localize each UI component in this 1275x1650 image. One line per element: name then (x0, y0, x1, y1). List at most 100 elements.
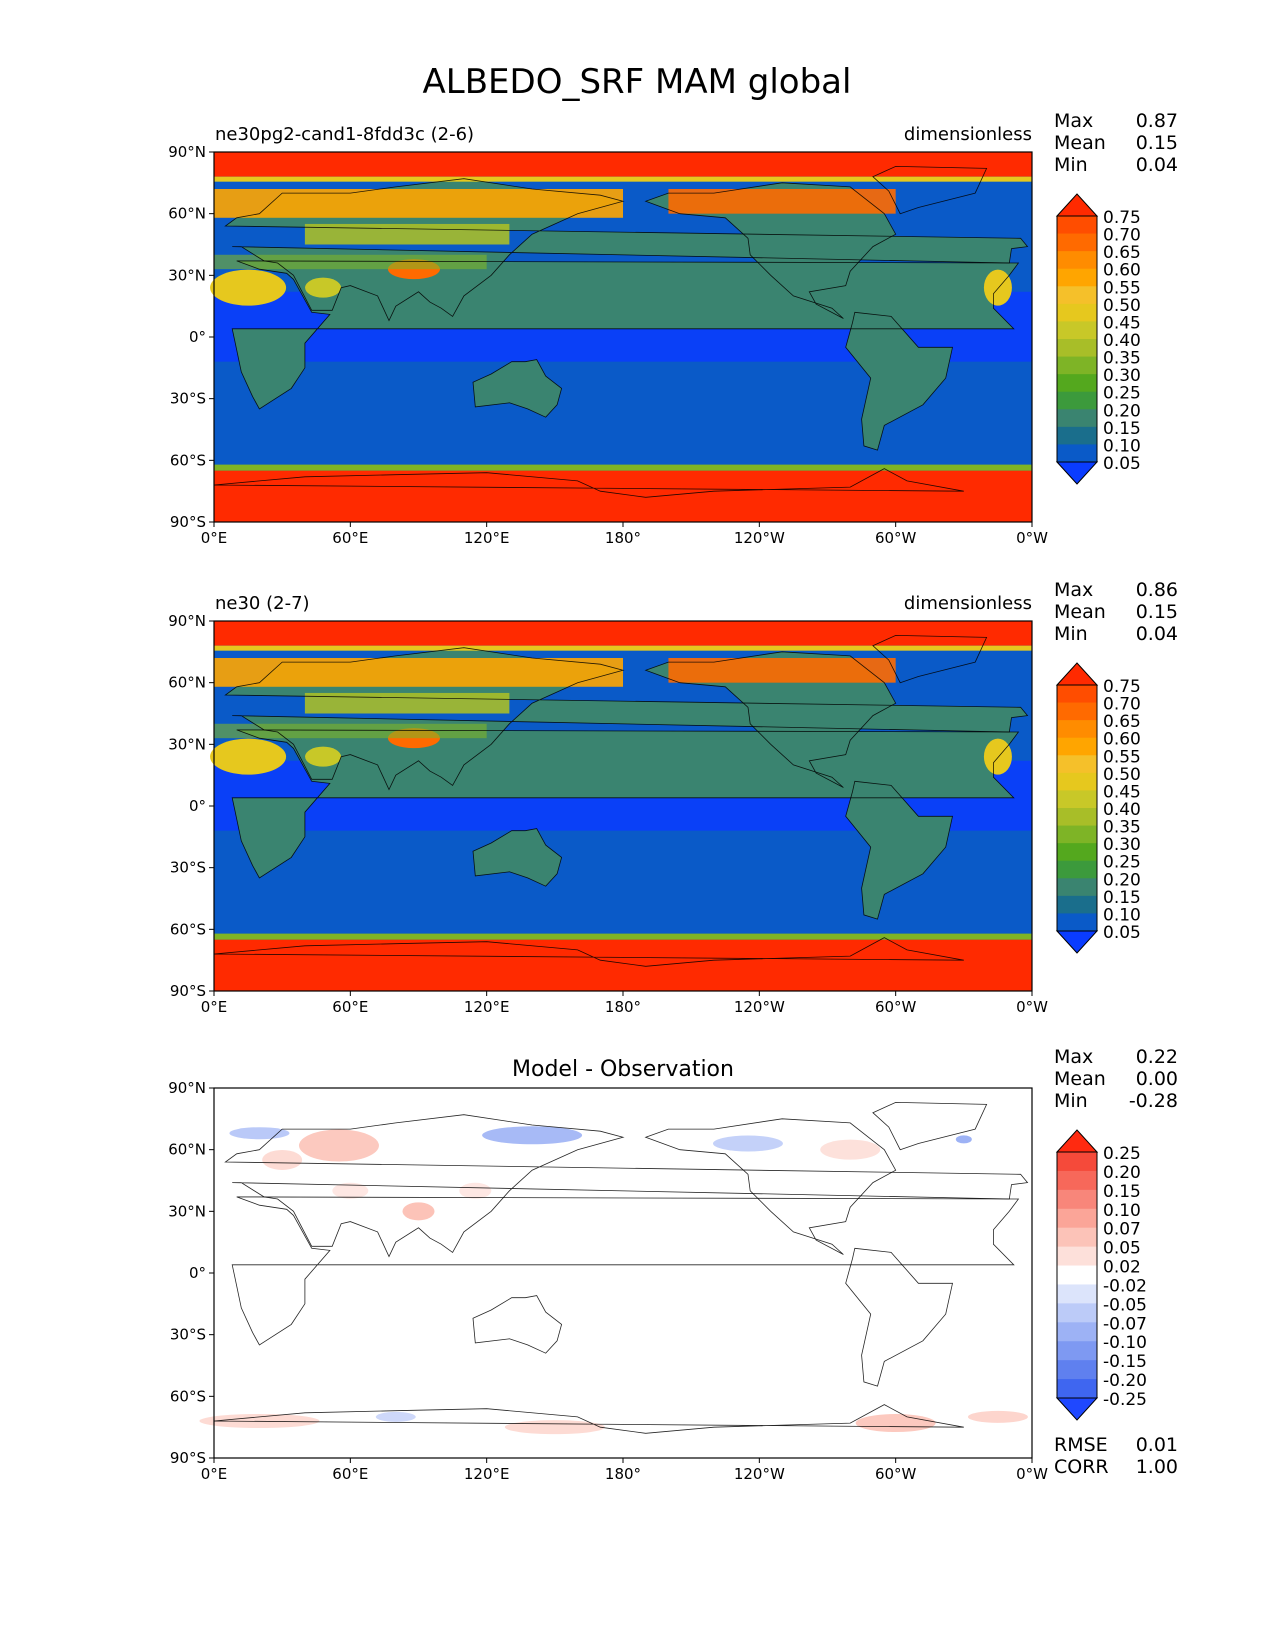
y-tick-label: 0° (189, 328, 206, 346)
arctic-margin (214, 645, 1032, 651)
colorbar-label: -0.05 (1103, 1295, 1147, 1315)
stat-value: 0.22 (1136, 1046, 1178, 1068)
y-tick-label: 60°N (168, 674, 206, 692)
colorbar-label: 0.45 (1103, 313, 1141, 333)
antarctic-ice (214, 939, 1032, 991)
arabia-high (305, 277, 342, 298)
stat-label: Min (1054, 154, 1088, 176)
x-tick-label: 60°W (875, 529, 917, 547)
x-tick-label: 60°E (332, 529, 368, 547)
stat-value: -0.28 (1129, 1090, 1178, 1112)
coastline-eurasia (224, 1114, 1029, 1258)
arctic-margin (214, 176, 1032, 182)
colorbar-segment (1057, 268, 1097, 287)
positive-anomaly (459, 1182, 492, 1199)
y-tick-label: 30°S (170, 859, 206, 877)
y-tick-label: 30°N (168, 1202, 206, 1220)
mid-lat-band (304, 692, 510, 714)
x-tick-label: 180° (605, 998, 641, 1016)
colorbar-label: -0.10 (1103, 1333, 1147, 1353)
americas-snow (668, 189, 896, 214)
stat-label: RMSE (1054, 1434, 1108, 1456)
colorbar-segment (1057, 321, 1097, 340)
x-tick-label: 0°E (201, 529, 228, 547)
y-tick-label: 30°N (168, 735, 206, 753)
colorbar-label: 0.07 (1103, 1220, 1141, 1240)
colorbar: 0.750.700.650.600.550.500.450.400.350.30… (1055, 662, 1141, 954)
colorbar-segment (1057, 356, 1097, 375)
colorbar-segment (1057, 409, 1097, 428)
colorbar-label: 0.70 (1103, 226, 1141, 246)
y-tick-label: 90°S (170, 982, 206, 1000)
colorbar-segment (1057, 843, 1097, 862)
y-tick-label: 90°N (168, 612, 206, 630)
x-tick-label: 60°E (332, 998, 368, 1016)
land-australia (473, 828, 562, 887)
x-tick-label: 120°E (464, 1465, 510, 1483)
stat-label: Max (1054, 579, 1093, 601)
stat-value: 0.01 (1136, 1434, 1178, 1456)
coastline-africa (231, 260, 1020, 410)
colorbar-label: 0.25 (1103, 384, 1141, 404)
coastline-africa (231, 729, 1020, 879)
coastline-greenland (872, 634, 988, 684)
colorbar-segment (1057, 1322, 1097, 1342)
colorbar-extend-max (1055, 193, 1099, 217)
colorbar-label: 0.75 (1103, 677, 1141, 697)
colorbar-frame (1056, 215, 1098, 463)
sahara-high (210, 269, 287, 306)
y-tick-label: 60°N (168, 1141, 206, 1159)
arctic-ice (214, 152, 1032, 177)
colorbar-segment (1057, 1360, 1097, 1380)
coastline-australia (472, 1295, 563, 1354)
colorbar-label: 0.20 (1103, 401, 1141, 421)
colorbar-segment (1057, 825, 1097, 844)
stat-label: Min (1054, 623, 1088, 645)
stat-label: Mean (1054, 1068, 1106, 1090)
colorbar-segment (1057, 685, 1097, 704)
colorbar-label: 0.20 (1103, 1163, 1141, 1183)
positive-anomaly (402, 1202, 435, 1221)
antarctic-ice (214, 470, 1032, 522)
colorbar-label: 0.60 (1103, 261, 1141, 281)
antarctic-margin (214, 933, 1032, 940)
colorbar-extend-max (1055, 662, 1099, 686)
colorbar-label: 0.70 (1103, 695, 1141, 715)
stat-value: 1.00 (1136, 1456, 1178, 1478)
coastline-southamerica (845, 780, 953, 920)
colorbar-segment (1057, 1227, 1097, 1248)
colorbar-label: 0.60 (1103, 730, 1141, 750)
x-tick-label: 0°W (1016, 1465, 1048, 1483)
colorbar-label: -0.02 (1103, 1276, 1147, 1296)
positive-anomaly (298, 1129, 379, 1162)
colorbar-segment (1057, 1341, 1097, 1361)
colorbar-label: 0.45 (1103, 782, 1141, 802)
coastline-southamerica (845, 1247, 953, 1387)
negative-anomaly (229, 1127, 290, 1140)
positive-anomaly (820, 1139, 881, 1160)
stat-value: 0.87 (1136, 110, 1178, 132)
positive-anomaly (332, 1182, 369, 1199)
y-tick-label: 90°N (168, 1079, 206, 1097)
colorbar-segment (1057, 720, 1097, 739)
colorbar-label: 0.65 (1103, 243, 1141, 263)
panel-title-left: ne30 (2-7) (215, 593, 310, 614)
colorbar-label: 0.50 (1103, 296, 1141, 316)
stat-label: Mean (1054, 132, 1106, 154)
x-tick-label: 120°W (734, 1465, 785, 1483)
colorbar-label: 0.35 (1103, 818, 1141, 838)
colorbar: 0.250.200.150.100.070.050.02-0.02-0.05-0… (1055, 1129, 1147, 1421)
negative-anomaly (955, 1135, 972, 1144)
y-tick-label: 60°S (170, 920, 206, 938)
coastline-northamerica (644, 182, 897, 319)
colorbar-segment (1057, 339, 1097, 358)
x-tick-label: 120°E (464, 998, 510, 1016)
map-panel-2: 0°E 60°E 120°E 180° 120°W 60°W 0°W 90°N 60°N 30°N… (168, 579, 1178, 1016)
land-southamerica (845, 312, 953, 451)
coastline-greenland (872, 165, 988, 215)
colorbar-label: 0.05 (1103, 1239, 1141, 1259)
colorbar-segment (1057, 772, 1097, 791)
colorbar-label: -0.15 (1103, 1352, 1147, 1372)
coastline-northamerica (644, 1118, 897, 1255)
